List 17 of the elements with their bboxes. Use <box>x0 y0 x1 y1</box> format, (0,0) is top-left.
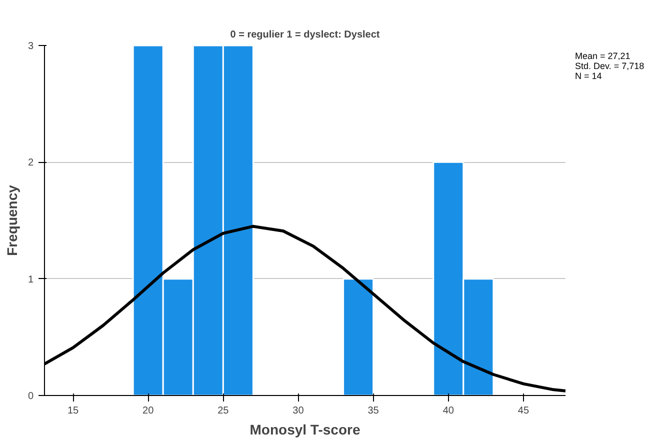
x-tick-label: 15 <box>67 406 80 416</box>
x-axis-title: Monosyl T-score <box>250 422 360 438</box>
x-tick-label: 30 <box>292 406 304 416</box>
chart-title: 0 = regulier 1 = dyslect: Dyslect <box>230 30 380 40</box>
x-tick-label: 40 <box>442 406 454 416</box>
text: N = 14 <box>575 71 603 81</box>
y-tick-label: 3 <box>28 41 34 52</box>
x-tick-label: 25 <box>218 406 230 416</box>
x-tick-label: 35 <box>368 406 380 416</box>
x-tick-label: 20 <box>142 406 154 416</box>
y-tick-label: 1 <box>28 274 34 286</box>
y-axis-title: Frequency <box>4 184 20 256</box>
text: Mean = 27,21 <box>575 51 632 61</box>
y-tick-label: 0 <box>28 391 34 402</box>
y-tick-label: 2 <box>28 158 34 169</box>
text: Std. Dev. = 7,718 <box>575 61 644 71</box>
x-tick-label: 45 <box>518 406 530 416</box>
